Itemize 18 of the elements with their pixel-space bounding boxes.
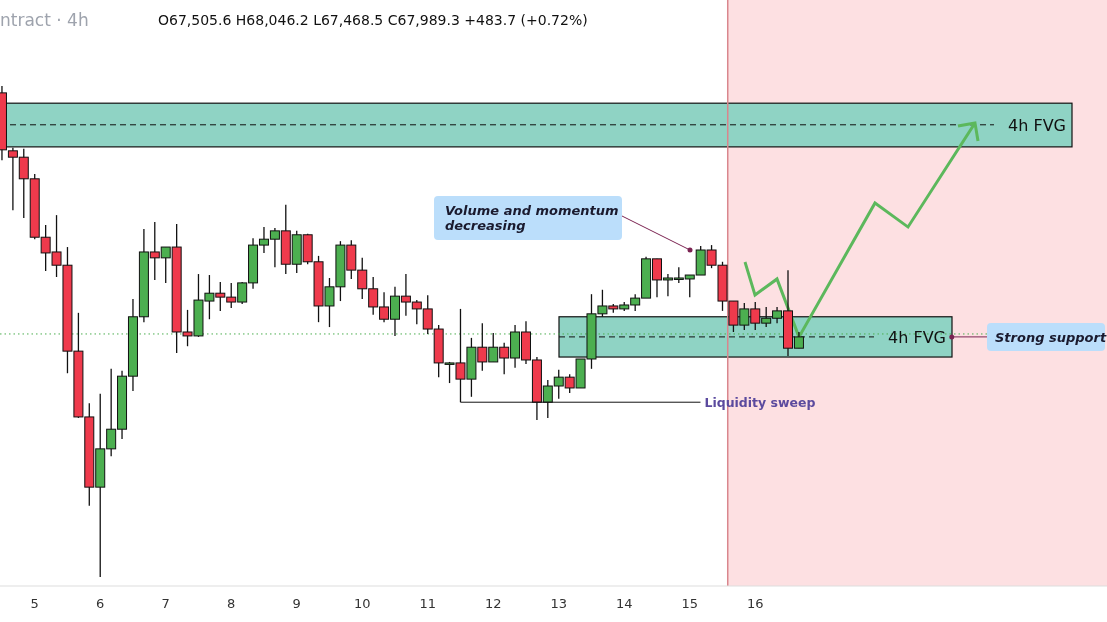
x-tick-label: 9 — [292, 596, 301, 611]
x-tick-label: 14 — [615, 596, 633, 611]
x-tick-label: 11 — [419, 596, 437, 611]
annotation: Volume and momentum decreasing — [445, 203, 619, 233]
x-tick-label: 8 — [227, 596, 236, 611]
band-label: 4h FVG — [1008, 116, 1066, 136]
x-tick-label: 10 — [353, 596, 371, 611]
x-tick-label: 7 — [161, 596, 170, 611]
chart-title: ntract · 4h — [0, 10, 89, 30]
x-tick-label: 5 — [30, 596, 39, 611]
x-tick-label: 6 — [96, 596, 105, 611]
x-tick-label: 13 — [550, 596, 568, 611]
chart-subtitle: O67,505.6 H68,046.2 L67,468.5 C67,989.3 +483.7 (+0.72%) — [158, 12, 588, 28]
x-tick-label: 16 — [746, 596, 764, 611]
x-tick-label: 12 — [484, 596, 502, 611]
x-tick-label: 15 — [681, 596, 699, 611]
annotation: Strong support — [995, 330, 1107, 345]
band-label: 4h FVG — [888, 327, 946, 347]
